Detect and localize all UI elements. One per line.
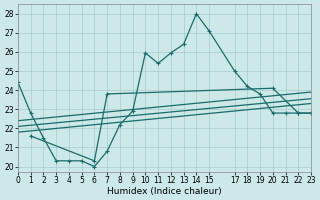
X-axis label: Humidex (Indice chaleur): Humidex (Indice chaleur) [107, 187, 222, 196]
